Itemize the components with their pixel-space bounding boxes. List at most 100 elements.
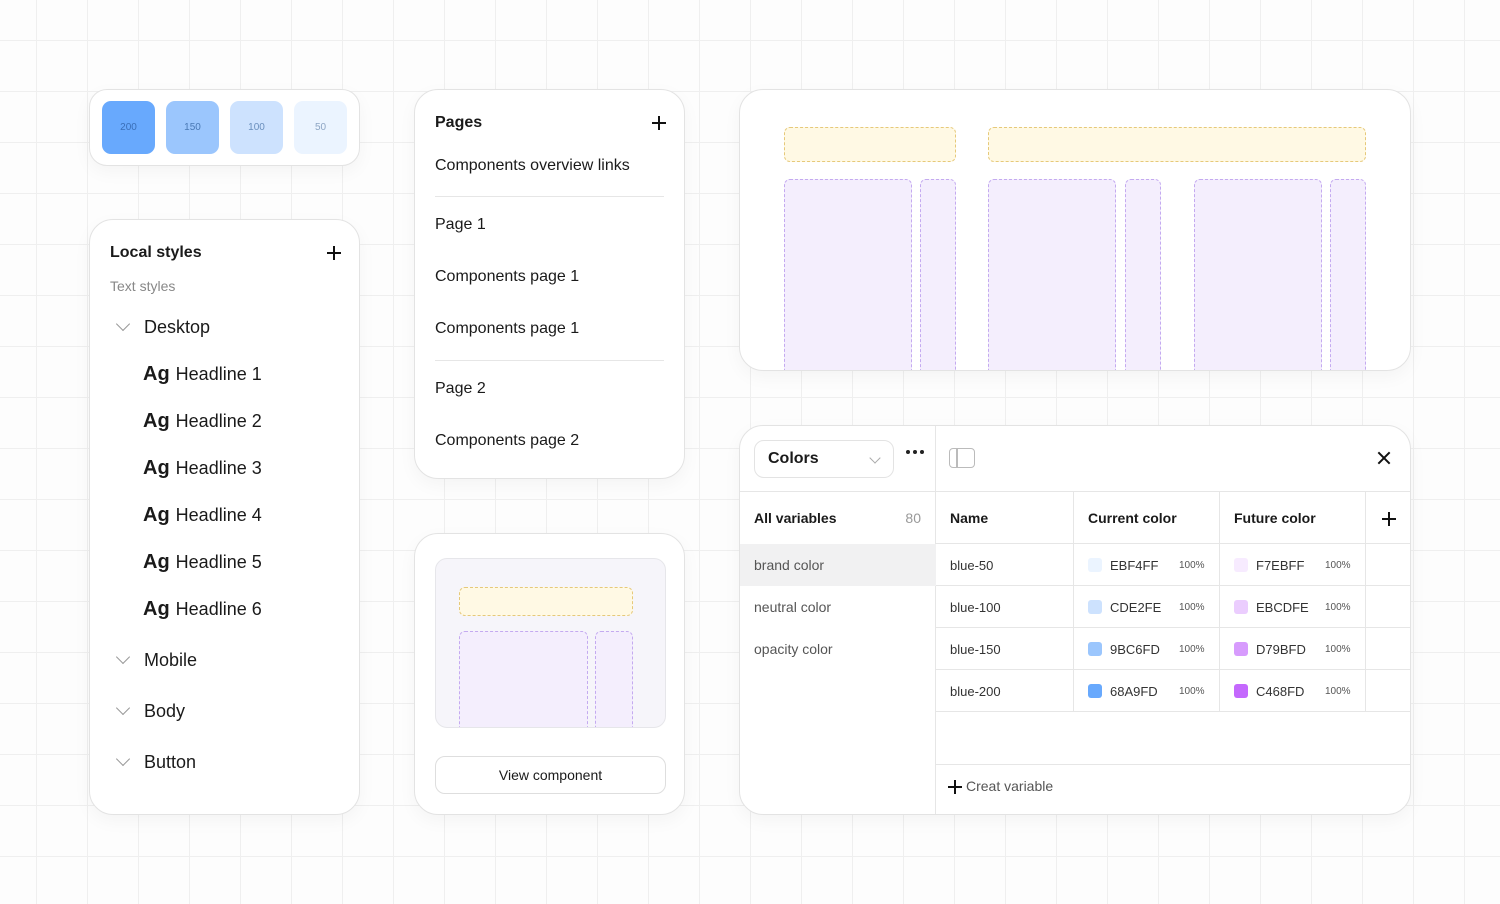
future-color-value[interactable]: EBCDFE <box>1234 586 1309 628</box>
text-style-item[interactable]: Ag Headline 3 <box>143 457 262 483</box>
color-chip <box>1234 684 1248 698</box>
view-component-button[interactable]: View component <box>435 756 666 794</box>
current-color-value[interactable]: 68A9FD <box>1088 670 1158 712</box>
text-style-item[interactable]: Ag Headline 1 <box>143 363 262 389</box>
pages-panel: Pages Components overview links Page 1 C… <box>414 89 685 479</box>
header-placeholder <box>784 127 956 162</box>
variable-group-item[interactable]: opacity color <box>740 628 936 670</box>
opacity-value: 100% <box>1179 643 1205 655</box>
text-style-item[interactable]: Ag Headline 5 <box>143 551 262 577</box>
variables-count: 80 <box>905 510 921 526</box>
color-chip <box>1088 684 1102 698</box>
divider <box>936 543 1410 544</box>
hex-value: D79BFD <box>1256 641 1306 657</box>
component-thumbnail <box>435 558 666 728</box>
color-chip <box>1234 642 1248 656</box>
chevron-down-icon <box>115 700 131 716</box>
component-preview-card: View component <box>414 533 685 815</box>
opacity-value: 100% <box>1179 685 1205 697</box>
variable-name[interactable]: blue-150 <box>950 641 1001 657</box>
more-horizontal-icon[interactable] <box>906 450 924 454</box>
group-label: brand color <box>754 557 825 573</box>
panel-title: Local styles <box>110 244 202 261</box>
text-style-item[interactable]: Ag Headline 2 <box>143 410 262 436</box>
text-style-name: Headline 1 <box>175 364 262 384</box>
text-style-name: Headline 5 <box>175 552 262 572</box>
page-item[interactable]: Page 2 <box>435 380 486 397</box>
divider <box>936 711 1410 712</box>
opacity-value: 100% <box>1325 643 1351 655</box>
hex-value: F7EBFF <box>1256 557 1305 573</box>
chevron-down-icon <box>869 452 881 464</box>
divider <box>1219 491 1220 711</box>
text-style-preview: Ag <box>143 551 170 573</box>
column-placeholder <box>988 179 1116 370</box>
swatch-200[interactable]: 200 <box>102 101 155 154</box>
style-group-button[interactable]: Button <box>114 750 196 774</box>
sidebar-panel-icon[interactable] <box>949 448 975 468</box>
divider <box>936 585 1410 586</box>
column-header-name: Name <box>950 510 989 526</box>
section-subtitle: Text styles <box>110 278 176 294</box>
current-color-value[interactable]: CDE2FE <box>1088 586 1161 628</box>
text-style-name: Headline 3 <box>175 458 262 478</box>
style-group-mobile[interactable]: Mobile <box>114 648 197 672</box>
create-variable-label: Creat variable <box>966 778 1054 794</box>
color-chip <box>1088 558 1102 572</box>
header-placeholder <box>459 587 633 616</box>
swatch-100[interactable]: 100 <box>230 101 283 154</box>
local-styles-panel: Local styles Text styles Desktop Ag Head… <box>89 219 360 815</box>
page-item[interactable]: Page 1 <box>435 216 486 233</box>
style-group-desktop[interactable]: Desktop <box>114 315 210 339</box>
collection-dropdown[interactable]: Colors <box>754 440 894 478</box>
text-style-name: Headline 6 <box>175 599 262 619</box>
opacity-value: 100% <box>1179 559 1205 571</box>
opacity-value: 100% <box>1325 601 1351 613</box>
swatch-label: 50 <box>314 122 327 133</box>
collection-name: Colors <box>768 450 819 467</box>
text-style-item[interactable]: Ag Headline 6 <box>143 598 262 624</box>
text-style-preview: Ag <box>143 598 170 620</box>
text-style-preview: Ag <box>143 504 170 526</box>
chevron-down-icon <box>115 751 131 767</box>
page-item[interactable]: Components page 2 <box>435 432 580 449</box>
add-column-plus-icon[interactable] <box>1382 512 1396 526</box>
style-group-body[interactable]: Body <box>114 699 185 723</box>
hex-value: C468FD <box>1256 683 1305 699</box>
page-item[interactable]: Components overview links <box>435 157 630 174</box>
future-color-value[interactable]: F7EBFF <box>1234 544 1304 586</box>
current-color-value[interactable]: 9BC6FD <box>1088 628 1160 670</box>
text-style-preview: Ag <box>143 457 170 479</box>
divider <box>435 360 664 361</box>
variable-name[interactable]: blue-50 <box>950 557 994 573</box>
text-style-name: Headline 4 <box>175 505 262 525</box>
page-item[interactable]: Components page 1 <box>435 320 580 337</box>
swatch-50[interactable]: 50 <box>294 101 347 154</box>
future-color-value[interactable]: D79BFD <box>1234 628 1306 670</box>
create-variable-button[interactable]: Creat variable <box>948 778 1053 794</box>
hex-value: 68A9FD <box>1110 683 1158 699</box>
text-style-item[interactable]: Ag Headline 4 <box>143 504 262 530</box>
variable-group-item[interactable]: neutral color <box>740 586 936 628</box>
opacity-value: 100% <box>1325 685 1351 697</box>
page-item[interactable]: Components page 1 <box>435 268 580 285</box>
group-label: Mobile <box>144 649 198 670</box>
divider <box>1365 491 1366 711</box>
plus-icon[interactable] <box>652 116 666 130</box>
column-header-future-color: Future color <box>1234 510 1316 526</box>
swatch-150[interactable]: 150 <box>166 101 219 154</box>
layout-grid-preview <box>739 89 1411 371</box>
text-style-preview: Ag <box>143 410 170 432</box>
current-color-value[interactable]: EBF4FF <box>1088 544 1158 586</box>
variable-group-item[interactable]: brand color <box>740 544 936 586</box>
all-variables-label[interactable]: All variables <box>754 510 837 526</box>
color-swatches-card: 200 150 100 50 <box>89 89 360 166</box>
variable-name[interactable]: blue-200 <box>950 683 1001 699</box>
future-color-value[interactable]: C468FD <box>1234 670 1304 712</box>
divider <box>740 491 1410 492</box>
close-icon[interactable] <box>1376 450 1392 466</box>
variable-name[interactable]: blue-100 <box>950 599 1001 615</box>
plus-icon[interactable] <box>327 246 341 260</box>
group-label: Button <box>144 751 197 772</box>
color-chip <box>1234 558 1248 572</box>
